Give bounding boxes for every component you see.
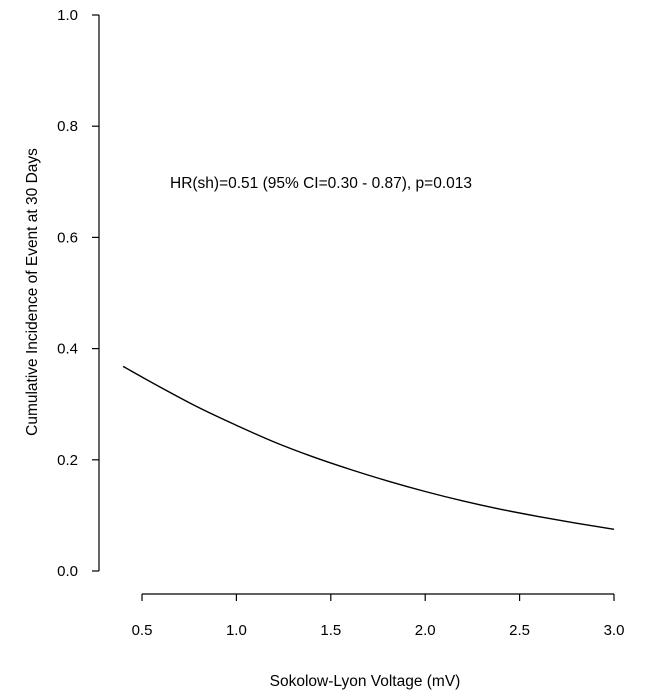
x-tick-label: 1.5 (320, 622, 341, 639)
x-tick-label: 1.0 (226, 622, 247, 639)
y-tick-label: 0.8 (57, 118, 78, 135)
y-tick-label: 0.2 (57, 452, 78, 469)
y-tick-label: 0.4 (57, 341, 78, 358)
hazard-ratio-annotation: HR(sh)=0.51 (95% CI=0.30 - 0.87), p=0.01… (170, 175, 472, 192)
x-tick-label: 3.0 (604, 622, 625, 639)
x-tick-label: 2.0 (415, 622, 436, 639)
x-axis: 0.5 1.0 1.5 2.0 2.5 3.0 (132, 593, 625, 639)
x-tick-label: 2.5 (509, 622, 530, 639)
x-tick-label: 0.5 (132, 622, 153, 639)
plot-series (122, 365, 615, 530)
y-axis: 0.0 0.2 0.4 0.6 0.8 1.0 (57, 7, 100, 580)
series-line (122, 365, 615, 530)
x-axis-title: Sokolow-Lyon Voltage (mV) (270, 673, 461, 690)
y-axis-title: Cumulative Incidence of Event at 30 Days (24, 148, 41, 436)
y-tick-label: 0.6 (57, 229, 78, 246)
y-tick-label: 0.0 (57, 563, 78, 580)
y-tick-label: 1.0 (57, 7, 78, 24)
